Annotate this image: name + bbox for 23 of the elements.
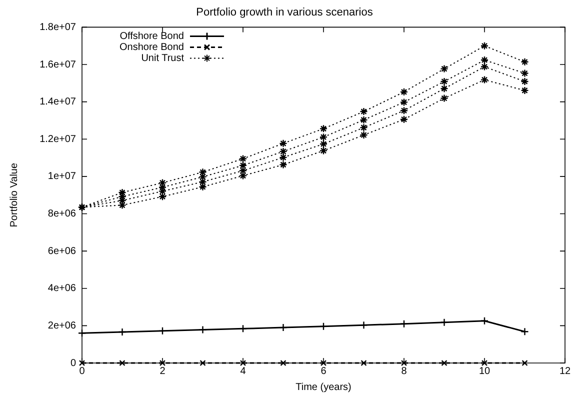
x-axis-title: Time (years): [296, 382, 352, 393]
chart-title: Portfolio growth in various scenarios: [196, 6, 374, 19]
y-tick-label: 6e+06: [48, 246, 76, 257]
legend-label: Onshore Bond: [120, 42, 184, 53]
x-tick-label: 8: [401, 366, 408, 377]
y-axis-title: Portfolio Value: [8, 162, 20, 228]
y-tick-label: 1.4e+07: [40, 96, 76, 108]
x-tick-label: 4: [240, 366, 246, 377]
y-tick-label: 4e+06: [48, 283, 76, 294]
y-tick-label: 1.2e+07: [40, 134, 76, 145]
y-tick-label: 1.8e+07: [40, 22, 76, 33]
y-tick-label: 8e+06: [48, 208, 76, 220]
y-tick-label: 0: [70, 358, 76, 369]
legend-label: Unit Trust: [141, 52, 184, 64]
x-tick-label: 2: [160, 366, 166, 377]
legend-label: Offshore Bond: [120, 30, 184, 42]
y-tick-label: 1.6e+07: [40, 59, 76, 70]
x-tick-label: 0: [79, 366, 86, 377]
x-tick-label: 12: [559, 366, 571, 377]
x-tick-label: 6: [320, 366, 327, 377]
x-tick-label: 10: [478, 366, 490, 377]
y-tick-label: 1e+07: [48, 171, 76, 182]
y-tick-label: 2e+06: [48, 320, 76, 332]
